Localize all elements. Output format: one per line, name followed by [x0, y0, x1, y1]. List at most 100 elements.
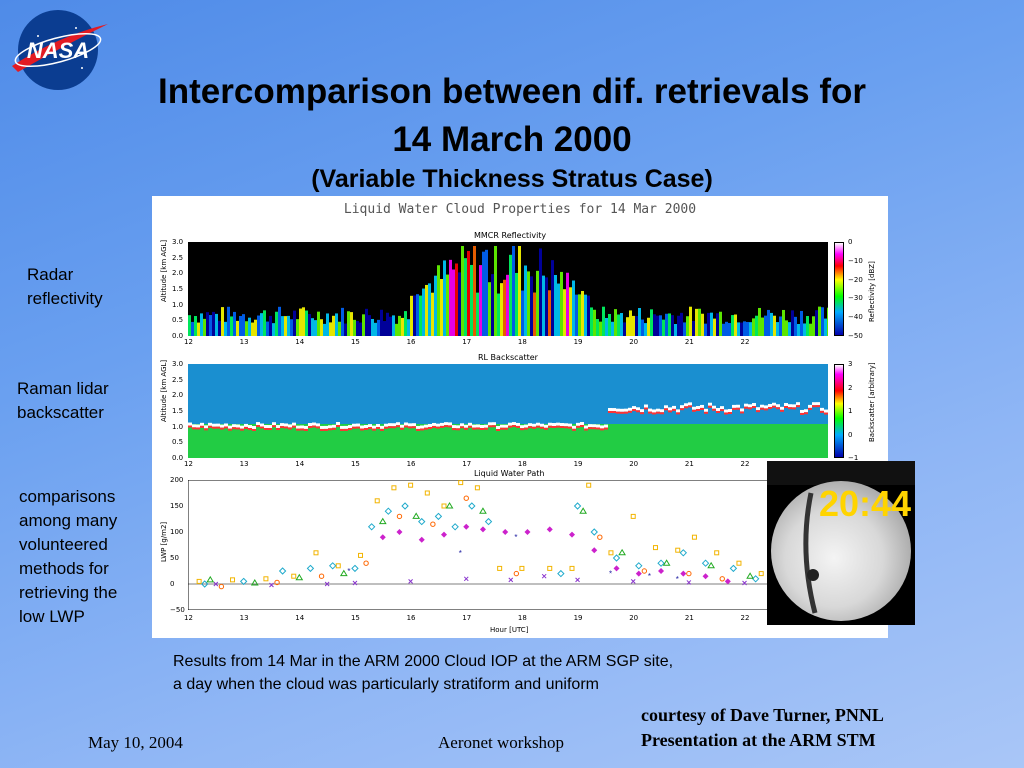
- rl-xtick: 16: [406, 460, 416, 468]
- raman-lidar-label: Raman lidar backscatter: [17, 377, 109, 425]
- mmcr-cell: [284, 316, 287, 336]
- lwp-point: [513, 570, 520, 577]
- lwp-point: [508, 577, 514, 583]
- rl-cloud-edge: [316, 426, 320, 429]
- mmcr-cell: [368, 315, 371, 336]
- rl-cloud-edge: [736, 407, 740, 410]
- rl-cloud-edge: [404, 425, 408, 428]
- mmcr-cbar-tick: −30: [848, 294, 863, 303]
- rl-cloud-base: [644, 404, 648, 408]
- rl-cloud-base: [796, 402, 800, 406]
- rl-cloud-edge: [208, 425, 212, 428]
- lwp-point: *: [514, 533, 517, 542]
- rl-cloud-edge: [740, 411, 744, 414]
- mmcr-cell: [341, 307, 344, 336]
- rl-cloud-base: [792, 404, 796, 408]
- mmcr-cell: [425, 284, 428, 336]
- lwp-xlabel: Hour [UTC]: [490, 626, 529, 634]
- rl-cloud-base: [224, 423, 228, 427]
- radar-reflectivity-label: Radar reflectivity: [27, 263, 103, 311]
- rl-cloud-base: [420, 425, 424, 429]
- rl-xtick: 19: [573, 460, 583, 468]
- rl-cloud-base: [632, 406, 636, 410]
- rl-cloud-edge: [220, 427, 224, 430]
- rl-cloud-base: [784, 403, 788, 407]
- mmcr-panel-title: MMCR Reflectivity: [474, 231, 547, 240]
- rl-cloud-base: [808, 404, 812, 408]
- mmcr-cell: [467, 250, 470, 336]
- rl-cloud-edge: [728, 412, 732, 415]
- lwp-point: [729, 564, 738, 573]
- rl-cloud-base: [448, 422, 452, 426]
- mmcr-cell: [470, 264, 473, 336]
- mmcr-cell: [728, 322, 731, 336]
- lwp-point: *: [459, 549, 462, 558]
- rl-cloud-edge: [232, 427, 236, 430]
- caption-line1: Results from 14 Mar in the ARM 2000 Clou…: [173, 653, 674, 670]
- mmcr-cell: [824, 318, 827, 336]
- mmcr-cell: [707, 312, 710, 336]
- rl-cloud-edge: [308, 426, 312, 429]
- mmcr-cbar-tick: −10: [848, 256, 863, 265]
- mmcr-cell: [515, 272, 518, 336]
- rl-cloud-base: [512, 422, 516, 426]
- rl-cloud-edge: [816, 405, 820, 408]
- rl-cloud-edge: [788, 407, 792, 410]
- rl-cloud-edge: [820, 410, 824, 413]
- rl-cloud-base: [408, 423, 412, 427]
- mmcr-cell: [242, 314, 245, 336]
- rl-cloud-edge: [764, 408, 768, 411]
- mmcr-cell: [659, 315, 662, 336]
- rl-cloud-base: [400, 424, 404, 428]
- rl-cloud-edge: [432, 425, 436, 428]
- comp-line: volunteered: [19, 535, 108, 554]
- mmcr-cell: [635, 316, 638, 336]
- rl-cloud-base: [580, 422, 584, 426]
- rl-cloud-base: [268, 425, 272, 429]
- rl-cloud-edge: [440, 425, 444, 428]
- rl-cloud-edge: [464, 427, 468, 430]
- lwp-point: [746, 572, 754, 579]
- lwp-point: [702, 573, 709, 580]
- rl-cloud-base: [416, 425, 420, 429]
- lwp-point: [618, 548, 626, 556]
- lwp-point: [463, 523, 470, 530]
- inset-time: 20:44: [819, 483, 912, 524]
- lwp-point: [641, 568, 648, 574]
- mmcr-cell: [251, 322, 254, 336]
- mmcr-cell: [239, 315, 242, 336]
- rl-cloud-edge: [744, 406, 748, 409]
- lwp-xtick: 14: [295, 614, 305, 622]
- rl-cloud-edge: [600, 428, 604, 431]
- mmcr-cell: [245, 321, 248, 336]
- lwp-point: [218, 583, 225, 590]
- rl-cloud-base: [776, 404, 780, 408]
- mmcr-cell: [812, 316, 815, 336]
- rl-cloud-edge: [636, 410, 640, 413]
- rl-cloud-base: [728, 409, 732, 413]
- mmcr-cell: [551, 260, 554, 336]
- mmcr-cell: [314, 320, 317, 336]
- rl-cloud-base: [248, 425, 252, 429]
- lwp-point: [484, 517, 493, 526]
- mmcr-cell: [539, 248, 542, 336]
- rl-cloud-base: [768, 403, 772, 407]
- mmcr-cell: [593, 309, 596, 336]
- mmcr-cell: [656, 315, 659, 336]
- mmcr-cell: [485, 249, 488, 336]
- rl-cloud-edge: [760, 407, 764, 410]
- rl-cloud-edge: [332, 427, 336, 430]
- mmcr-cell: [671, 315, 674, 336]
- rl-cloud-edge: [492, 425, 496, 428]
- rl-cloud-base: [608, 407, 612, 411]
- mmcr-cell: [194, 316, 197, 336]
- lwp-point: [758, 571, 764, 577]
- mmcr-cell: [281, 316, 284, 336]
- mmcr-cell: [653, 314, 656, 336]
- mmcr-cell: [686, 316, 689, 336]
- rl-xtick: 21: [684, 460, 694, 468]
- comp-line: methods for: [19, 559, 109, 578]
- rl-cloud-edge: [312, 425, 316, 428]
- mmcr-cell: [725, 321, 728, 336]
- rl-cloud-base: [540, 423, 544, 427]
